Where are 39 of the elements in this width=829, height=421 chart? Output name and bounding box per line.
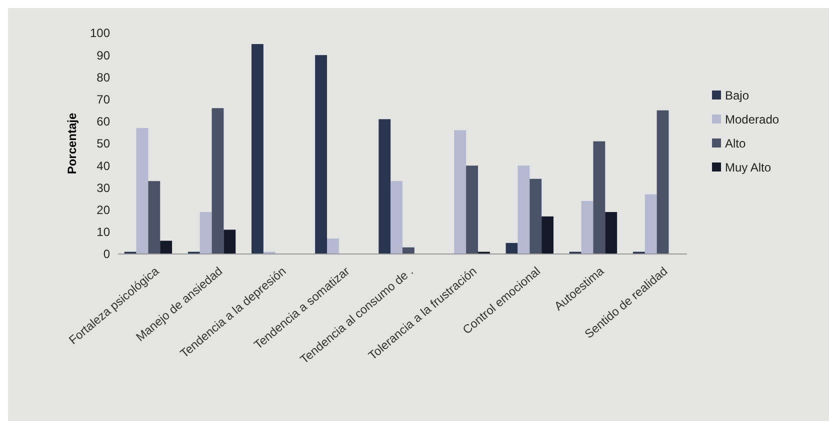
y-axis-title: Porcentaje: [65, 112, 79, 174]
y-tick-label: 30: [96, 180, 110, 195]
bar: [581, 200, 594, 254]
y-tick-label: 40: [96, 158, 110, 173]
legend-label: Muy Alto: [725, 160, 772, 175]
bar: [593, 141, 606, 254]
bar: [200, 212, 212, 254]
bar: [327, 238, 339, 254]
bar: [136, 128, 148, 254]
legend-label: Moderado: [725, 112, 780, 127]
y-tick-label: 70: [96, 92, 110, 106]
bar: [454, 130, 466, 254]
bar: [518, 166, 530, 254]
y-tick-label: 80: [96, 70, 110, 84]
bar: [530, 178, 542, 254]
bar: [466, 166, 478, 254]
y-tick-label: 20: [96, 203, 110, 217]
bar: [315, 55, 328, 254]
bar: [212, 108, 224, 254]
y-tick-label: 90: [96, 48, 110, 62]
y-tick-label: 10: [96, 225, 110, 240]
y-tick-label: 100: [90, 26, 110, 40]
bar: [402, 247, 414, 254]
bar: [506, 242, 518, 254]
bar: [542, 216, 554, 254]
bar: [160, 240, 172, 254]
bar: [378, 119, 391, 254]
bar: [390, 181, 402, 254]
y-tick-label: 0: [103, 247, 110, 262]
bar: [605, 212, 618, 254]
legend-label: Alto: [725, 136, 746, 151]
bar: [656, 110, 669, 254]
bar: [252, 44, 264, 254]
legend-label: Bajo: [725, 88, 750, 103]
bar: [644, 194, 657, 254]
y-tick-label: 60: [96, 114, 110, 129]
bar: [148, 181, 160, 254]
bar: [224, 230, 236, 254]
y-tick-label: 50: [96, 136, 110, 151]
